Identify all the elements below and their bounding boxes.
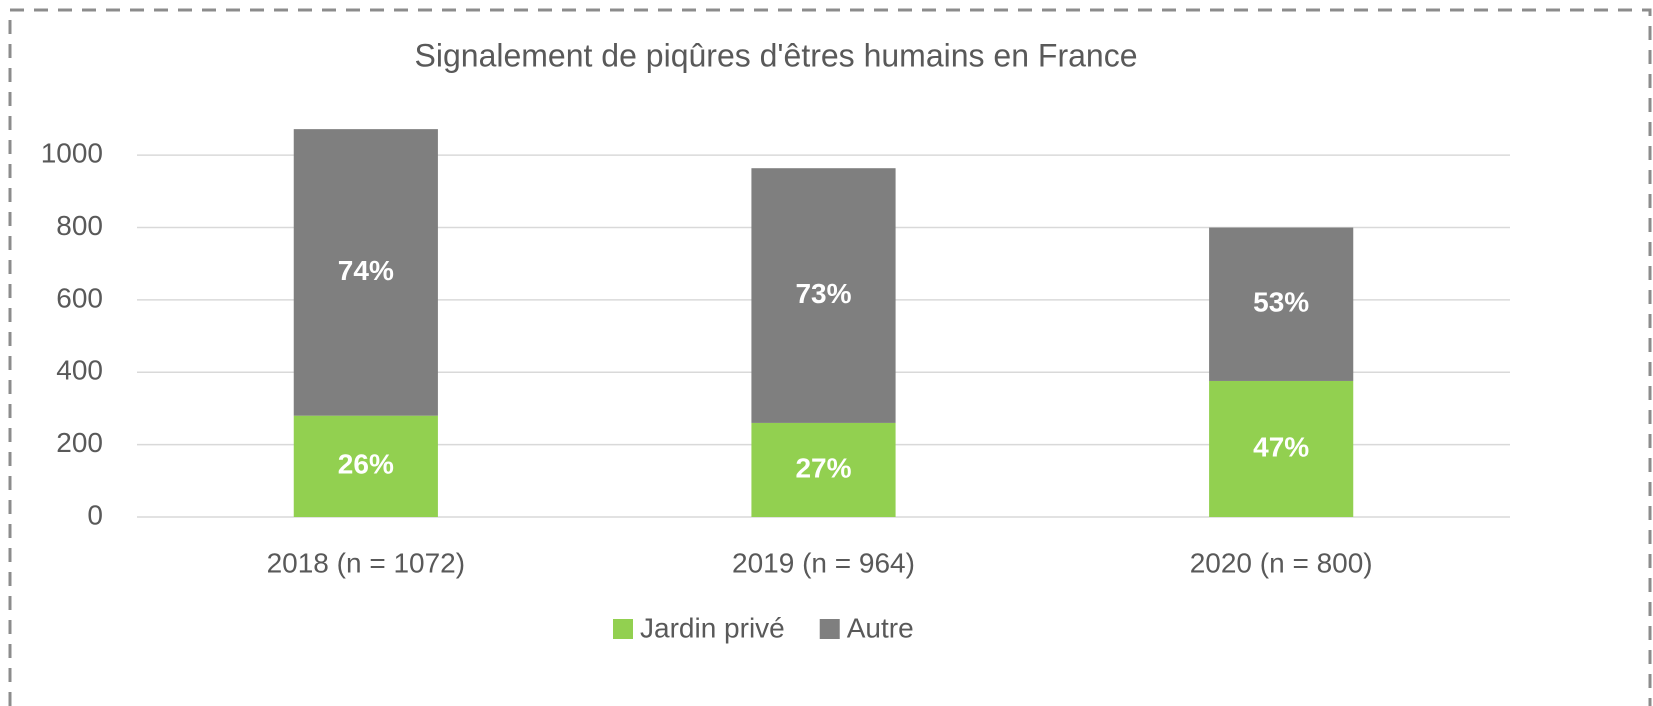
chart-border [8,8,1652,706]
data-label: 27% [795,452,851,483]
bar-segment [751,168,896,423]
bar-segment [1209,380,1354,517]
bar-segment [1209,227,1354,381]
data-label: 74% [338,255,394,286]
y-tick-label: 400 [56,355,103,386]
bar-segment [293,415,438,517]
x-tick-label: 2020 (n = 800) [1190,547,1373,578]
legend-label: Jardin privé [640,612,785,643]
data-label: 53% [1253,287,1309,318]
y-tick-label: 600 [56,282,103,313]
data-label: 47% [1253,431,1309,462]
x-tick-label: 2019 (n = 964) [732,547,915,578]
legend-label: Autre [847,612,914,643]
data-label: 26% [338,449,394,480]
x-tick-label: 2018 (n = 1072) [267,547,466,578]
legend-swatch [613,619,633,639]
y-tick-label: 1000 [41,138,103,169]
y-tick-label: 800 [56,210,103,241]
chart-title: Signalement de piqûres d'êtres humains e… [415,37,1138,73]
bar-segment [751,422,896,517]
y-tick-label: 0 [87,499,103,530]
legend-swatch [819,619,840,639]
data-label: 73% [795,278,851,309]
bar-segment [293,129,438,416]
y-tick-label: 200 [56,427,103,458]
